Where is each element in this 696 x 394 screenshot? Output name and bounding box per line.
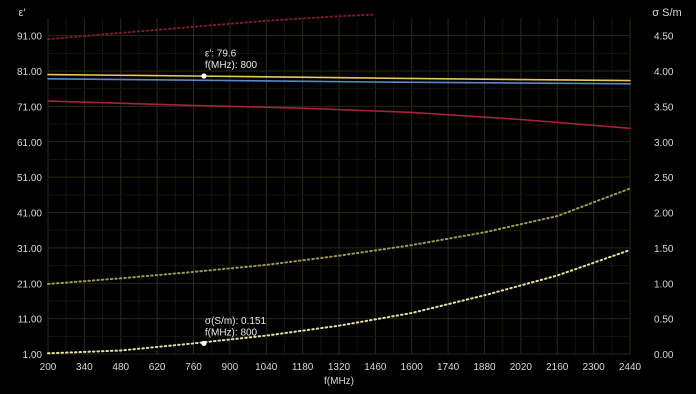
x-tick-label: 620	[149, 362, 166, 373]
annotation-label: f(MHz): 800	[205, 60, 258, 71]
y-left-tick-label: 21.00	[17, 279, 42, 290]
y-right-axis-label: σ S/m	[652, 7, 681, 19]
y-left-tick-label: 71.00	[17, 102, 42, 113]
data-point-marker	[201, 73, 207, 79]
series-line-4	[47, 13, 377, 41]
y-right-tick-label: 3.00	[654, 138, 674, 149]
x-tick-label: 340	[76, 362, 93, 373]
x-tick-label: 760	[185, 362, 202, 373]
x-tick-label: 1040	[255, 362, 278, 373]
x-tick-label: 1600	[401, 362, 424, 373]
y-left-tick-label: 91.00	[17, 32, 42, 43]
x-axis-label: f(MHz)	[324, 376, 354, 387]
y-right-tick-label: 0.00	[654, 350, 674, 361]
x-tick-label: 900	[222, 362, 239, 373]
x-tick-label: 480	[112, 362, 129, 373]
y-right-tick-label: 4.00	[654, 67, 674, 78]
y-right-tick-label: 2.50	[654, 173, 674, 184]
x-tick-label: 1320	[328, 362, 351, 373]
series-line-3	[47, 100, 631, 130]
x-tick-label: 1180	[292, 362, 314, 373]
y-right-tick-label: 3.50	[654, 102, 674, 113]
y-left-tick-label: 31.00	[17, 244, 42, 255]
series-line-1	[47, 73, 631, 82]
tick-labels: 200 340 480 620 760 900 1040 1180 1320 1460 1600 17…	[17, 32, 674, 373]
y-left-tick-label: 61.00	[17, 138, 42, 149]
x-tick-label: 1740	[437, 362, 460, 373]
series-group	[47, 13, 631, 355]
annotation-label: f(MHz): 800	[205, 327, 258, 338]
x-tick-label: 1460	[364, 362, 387, 373]
series-line-6	[47, 249, 631, 355]
annotation-label: σ(S/m): 0.151	[205, 316, 267, 327]
x-tick-label: 2440	[619, 362, 642, 373]
y-right-tick-label: 1.00	[654, 279, 674, 290]
y-right-tick-label: 2.00	[654, 209, 674, 220]
annotation-label: ε′: 79.6	[205, 49, 237, 60]
y-left-tick-label: 81.00	[17, 67, 42, 78]
x-tick-label: 2020	[510, 362, 533, 373]
series-line-5	[47, 187, 631, 285]
y-left-tick-label: 11.00	[18, 315, 43, 326]
y-right-tick-label: 4.50	[654, 32, 674, 43]
x-tick-label: 1880	[473, 362, 496, 373]
series-line-2	[47, 78, 631, 85]
x-tick-label: 2300	[583, 362, 606, 373]
y-left-tick-label: 1.00	[23, 350, 43, 361]
grid	[47, 18, 631, 355]
y-right-tick-label: 1.50	[654, 244, 674, 255]
y-left-tick-label: 41.00	[17, 209, 42, 220]
data-point-marker	[201, 340, 207, 346]
y-right-tick-label: 0.50	[654, 315, 674, 326]
y-left-tick-label: 51.00	[17, 173, 42, 184]
x-tick-label: 2160	[546, 362, 569, 373]
y-left-axis-label: ε′	[19, 7, 26, 19]
x-tick-label: 200	[40, 362, 57, 373]
